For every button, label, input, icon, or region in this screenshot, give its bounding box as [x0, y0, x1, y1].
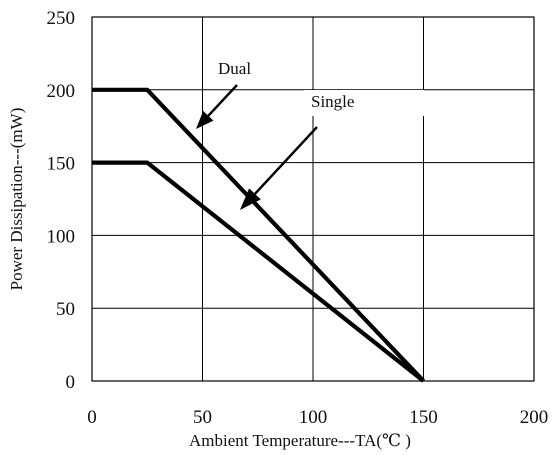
y-tick-label-5: 250	[47, 8, 76, 29]
x-tick-label-1: 50	[193, 407, 212, 428]
single-label-background	[304, 90, 424, 116]
x-tick-label-0: 0	[87, 407, 97, 428]
x-tick-label-2: 100	[299, 407, 328, 428]
annotation-dual: Dual	[218, 59, 251, 78]
plot-frame	[91, 16, 535, 382]
single-arrowhead-icon	[240, 188, 261, 210]
x-tick-labels: 0 50 100 150 200	[87, 407, 548, 428]
series-line-dual	[92, 87, 426, 383]
annotation-single: Single	[311, 92, 354, 111]
y-tick-labels: 0 50 100 150 200 250	[47, 8, 76, 393]
grid-lines	[91, 16, 535, 382]
y-tick-label-0: 0	[66, 372, 76, 393]
x-tick-label-3: 150	[409, 407, 438, 428]
x-axis-label: Ambient Temperature---TA(℃ )	[189, 431, 411, 450]
y-tick-label-4: 200	[47, 81, 76, 102]
dual-arrowhead-icon	[196, 111, 214, 129]
y-tick-label-3: 150	[47, 154, 76, 175]
single-arrow-icon	[254, 126, 318, 195]
x-tick-label-4: 200	[520, 407, 549, 428]
annotations: Dual Single	[196, 59, 424, 210]
y-axis-label: Power Dissipation---(mW)	[7, 108, 26, 291]
series-lines	[92, 87, 426, 383]
series-line-single	[92, 160, 425, 383]
y-tick-label-1: 50	[56, 299, 75, 320]
y-tick-label-2: 100	[47, 226, 76, 247]
dual-arrow-icon	[207, 84, 238, 117]
